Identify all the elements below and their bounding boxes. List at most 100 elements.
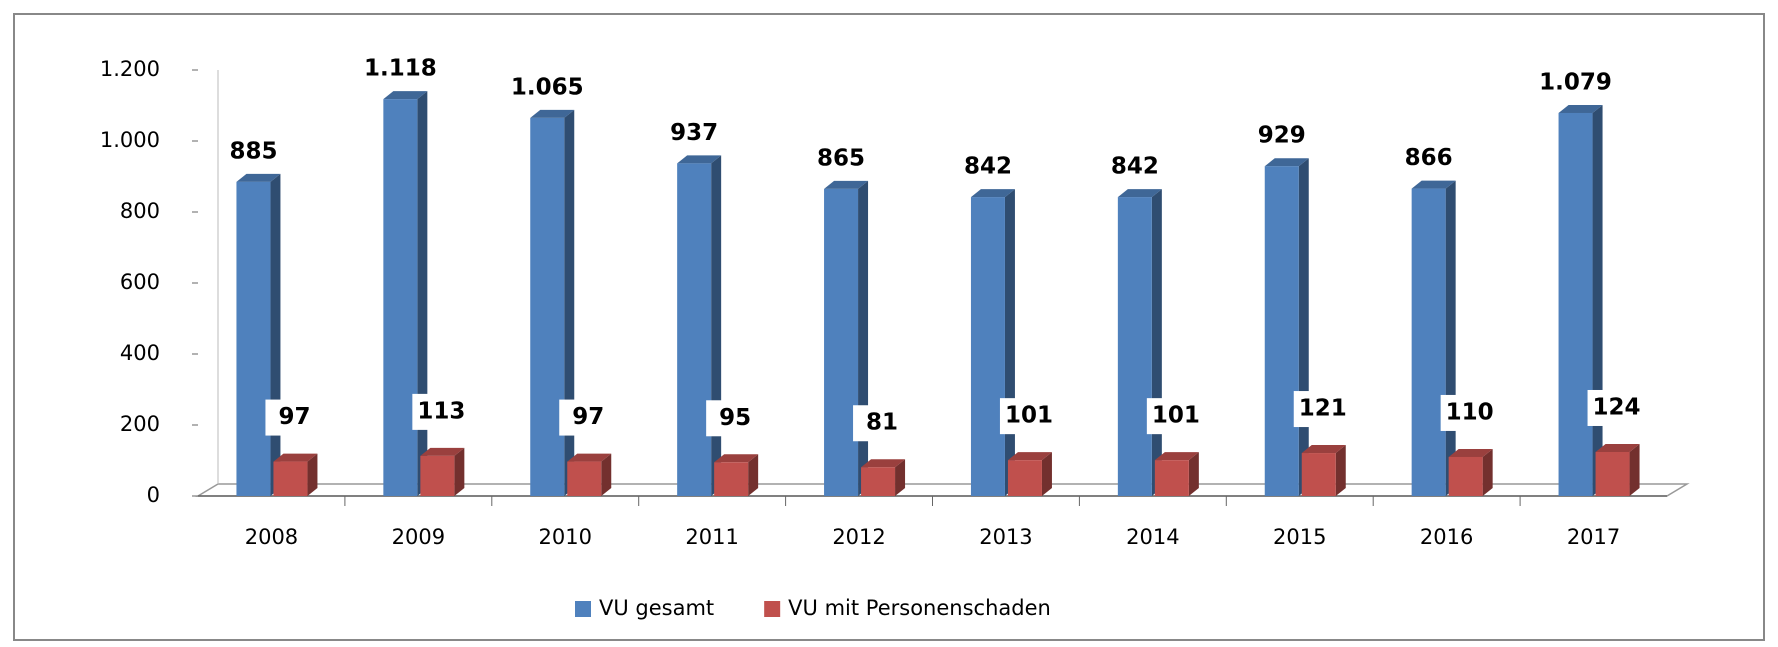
- bar-top: [1448, 448, 1493, 457]
- value-label: 1.065: [511, 74, 584, 100]
- x-tick-label: 2017: [1567, 525, 1620, 549]
- bar-top: [861, 459, 906, 468]
- bar: [1264, 158, 1309, 496]
- bar-side: [1592, 104, 1603, 496]
- bar-front: [1301, 453, 1336, 496]
- value-label-box: [1293, 391, 1350, 428]
- bar-front: [714, 462, 749, 496]
- bar-front: [567, 461, 602, 496]
- bar-side: [895, 459, 906, 496]
- bar: [1007, 452, 1052, 496]
- value-label: 95: [719, 405, 751, 431]
- value-label-box: [265, 399, 322, 436]
- bar-front: [1595, 451, 1630, 496]
- value-label-box: [999, 398, 1056, 435]
- value-label-box: [559, 399, 616, 436]
- bar: [567, 453, 612, 496]
- bar-top: [1595, 443, 1640, 452]
- x-tick-label: 2015: [1273, 525, 1326, 549]
- x-tick-label: 2008: [245, 525, 298, 549]
- bar: [236, 173, 281, 496]
- bar-side: [1041, 452, 1052, 496]
- bar-front: [1448, 456, 1483, 496]
- bar-front: [236, 181, 271, 496]
- bar-side: [1445, 180, 1456, 496]
- bar: [1117, 189, 1162, 496]
- value-label: 885: [229, 138, 277, 164]
- bar-top: [714, 454, 759, 463]
- bar-top: [236, 173, 281, 182]
- x-tick-label: 2009: [392, 525, 445, 549]
- bar-side: [1151, 189, 1162, 496]
- bar: [861, 459, 906, 496]
- bar-front: [1558, 112, 1593, 496]
- x-tick-label: 2016: [1420, 525, 1473, 549]
- bar-top: [1264, 158, 1309, 167]
- bar-side: [454, 447, 465, 496]
- x-tick-label: 2010: [539, 525, 592, 549]
- bar: [420, 447, 465, 496]
- y-tick-label: 600: [120, 270, 160, 294]
- y-tick-label: 200: [120, 412, 160, 436]
- bar-front: [1154, 460, 1189, 496]
- value-label-box: [706, 400, 763, 437]
- y-tick-label: 0: [147, 483, 160, 507]
- bar-front: [970, 197, 1005, 496]
- legend-label: VU gesamt: [599, 596, 714, 620]
- value-label-box: [412, 393, 469, 430]
- bar-front: [861, 467, 896, 496]
- value-label-box: [1440, 394, 1497, 431]
- bar: [677, 155, 722, 497]
- bar: [824, 180, 869, 497]
- bar-side: [1004, 189, 1015, 496]
- chart-border: [13, 13, 1765, 641]
- bar-side: [1629, 443, 1640, 496]
- bar-front: [273, 461, 308, 496]
- bar-front: [420, 455, 455, 496]
- value-label: 121: [1299, 396, 1347, 422]
- bar-top: [273, 453, 318, 462]
- value-label: 113: [417, 398, 465, 424]
- bar: [970, 189, 1015, 496]
- x-tick-label: 2014: [1126, 525, 1179, 549]
- bar-side: [270, 173, 281, 496]
- value-label: 937: [670, 120, 718, 146]
- value-label: 110: [1446, 399, 1494, 425]
- bar-side: [1188, 452, 1199, 496]
- bar: [1411, 180, 1456, 496]
- bar-front: [824, 188, 859, 497]
- value-label: 866: [1405, 145, 1453, 171]
- y-tick-label: 400: [120, 341, 160, 365]
- legend-swatch: [764, 601, 781, 617]
- bar-side: [417, 91, 428, 497]
- bar-front: [1007, 460, 1042, 496]
- bar-top: [1154, 452, 1199, 461]
- bar-top: [824, 180, 869, 189]
- legend-label: VU mit Personenschaden: [788, 596, 1051, 620]
- value-label: 842: [964, 154, 1012, 180]
- bar-front: [530, 117, 565, 497]
- y-tick-label: 1.200: [100, 57, 160, 81]
- value-label: 81: [866, 410, 898, 436]
- bar-top: [567, 453, 612, 462]
- bar-side: [307, 453, 318, 496]
- value-label: 101: [1152, 403, 1200, 429]
- bar: [1154, 452, 1199, 496]
- y-tick-label: 1.000: [100, 128, 160, 152]
- bar-side: [1298, 158, 1309, 496]
- value-label: 865: [817, 145, 865, 171]
- value-label: 101: [1005, 403, 1053, 429]
- bar-top: [1411, 180, 1456, 189]
- bar: [273, 453, 318, 496]
- bar-side: [1482, 448, 1493, 496]
- bar: [1558, 104, 1603, 496]
- bar-side: [1335, 445, 1346, 496]
- bar: [1301, 445, 1346, 496]
- bar: [383, 91, 428, 497]
- x-tick-label: 2011: [685, 525, 738, 549]
- bar: [530, 109, 575, 497]
- bar-top: [1007, 452, 1052, 461]
- bar-top: [1117, 189, 1162, 198]
- bar-top: [677, 155, 722, 164]
